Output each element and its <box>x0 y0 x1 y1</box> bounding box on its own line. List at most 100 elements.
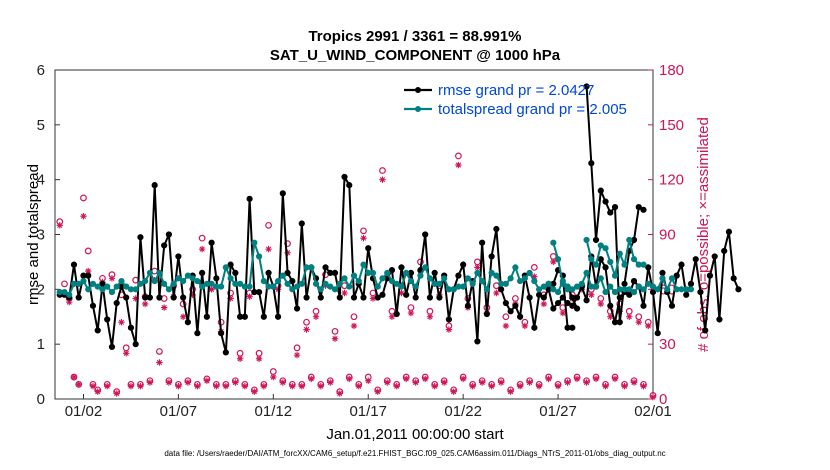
rmse-point <box>398 264 405 271</box>
obs-possible-marker <box>265 221 272 229</box>
rmse-point <box>184 319 191 326</box>
obs-assimilated-marker <box>94 388 101 395</box>
obs-assimilated-marker <box>241 383 249 390</box>
obs-assimilated-marker <box>127 383 135 390</box>
obs-assimilated-marker <box>189 291 196 299</box>
spread-point <box>483 286 490 293</box>
rmse-point <box>474 338 481 345</box>
spread-point <box>279 272 286 279</box>
obs-assimilated-marker <box>412 379 419 386</box>
spread-point <box>654 286 661 293</box>
rmse-point <box>123 294 130 301</box>
obs-assimilated-marker <box>236 355 244 362</box>
obs-assimilated-marker <box>260 383 268 390</box>
spread-point <box>564 286 571 293</box>
obs-possible-marker <box>156 348 163 355</box>
spread-point <box>312 280 320 287</box>
obs-possible-marker <box>198 234 206 242</box>
spread-point <box>189 275 196 282</box>
spread-point <box>89 280 97 287</box>
rmse-point <box>498 286 505 293</box>
rmse-point <box>137 234 144 241</box>
spread-point <box>545 280 552 287</box>
rmse-point <box>104 316 111 323</box>
obs-assimilated-marker <box>469 383 476 390</box>
obs-assimilated-marker <box>640 383 647 390</box>
spread-point <box>274 278 282 285</box>
plot-area <box>54 69 654 400</box>
obs-possible-marker <box>293 344 301 352</box>
rmse-point <box>317 294 324 301</box>
rmse-point <box>85 272 92 279</box>
x-tick-label: 01/22 <box>444 403 482 420</box>
spread-point <box>687 286 695 293</box>
spread-point <box>607 258 614 266</box>
rmse-point <box>583 83 590 90</box>
spread-point <box>531 278 538 285</box>
obs-possible-marker <box>303 318 310 326</box>
obs-assimilated-marker <box>232 379 239 386</box>
rmse-point <box>403 291 410 298</box>
obs-assimilated-marker <box>203 377 211 384</box>
rmse-point <box>422 231 429 238</box>
obs-assimilated-marker <box>160 304 168 311</box>
rmse-point <box>635 203 642 211</box>
rmse-point <box>246 195 253 202</box>
obs-assimilated-marker <box>165 379 173 386</box>
rmse-point <box>550 305 557 312</box>
spread-point <box>384 269 391 276</box>
spread-point <box>573 283 581 290</box>
obs-assimilated-marker <box>630 379 638 386</box>
y-tick-label: 2 <box>37 281 45 298</box>
obs-assimilated-marker <box>645 322 652 330</box>
spread-point <box>165 286 173 293</box>
rmse-point <box>488 253 495 260</box>
obs-assimilated-marker <box>488 383 495 390</box>
rmse-point <box>227 261 234 268</box>
obs-assimilated-marker <box>626 313 633 320</box>
spread-point <box>583 236 590 244</box>
spread-point <box>75 280 82 287</box>
rmse-point <box>161 242 168 249</box>
y-tick-label: 4 <box>37 172 45 189</box>
rmse-point <box>218 330 225 337</box>
obs-assimilated-marker <box>265 245 272 253</box>
spread-point <box>113 283 120 290</box>
y-right-tick-label: 30 <box>659 336 676 353</box>
obs-assimilated-marker <box>255 355 263 362</box>
obs-assimilated-marker <box>573 375 581 383</box>
obs-assimilated-marker <box>583 379 590 386</box>
rmse-point <box>180 294 187 301</box>
obs-assimilated-marker <box>70 373 78 381</box>
obs-possible-marker <box>61 280 68 288</box>
rmse-point <box>346 182 353 189</box>
spread-point <box>331 286 339 293</box>
rmse-point <box>483 310 490 318</box>
rmse-point <box>379 291 386 298</box>
rmse-point <box>630 278 638 285</box>
y-right-tick-label: 90 <box>659 227 676 244</box>
spread-point <box>597 275 604 282</box>
rmse-point <box>156 294 163 301</box>
spread-point <box>284 280 291 287</box>
x-tick-label: 01/27 <box>539 403 577 420</box>
rmse-point <box>208 239 215 246</box>
obs-assimilated-marker <box>175 383 182 390</box>
x-tick-label: 01/02 <box>65 403 103 420</box>
obs-assimilated-marker <box>146 379 154 386</box>
obs-possible-marker <box>331 327 339 335</box>
spread-point <box>341 275 348 282</box>
spread-point <box>199 283 206 290</box>
obs-assimilated-marker <box>564 379 571 386</box>
obs-assimilated-marker <box>388 313 396 320</box>
rmse-point <box>464 302 472 309</box>
obs-possible-marker <box>350 313 358 321</box>
obs-assimilated-marker <box>621 383 628 390</box>
rmse-point <box>360 294 367 301</box>
rmse-point <box>602 198 609 205</box>
rmse-point <box>512 302 519 309</box>
spread-point <box>616 250 623 257</box>
spread-point <box>246 283 253 290</box>
spread-point <box>236 280 244 287</box>
legend-marker <box>415 87 421 93</box>
